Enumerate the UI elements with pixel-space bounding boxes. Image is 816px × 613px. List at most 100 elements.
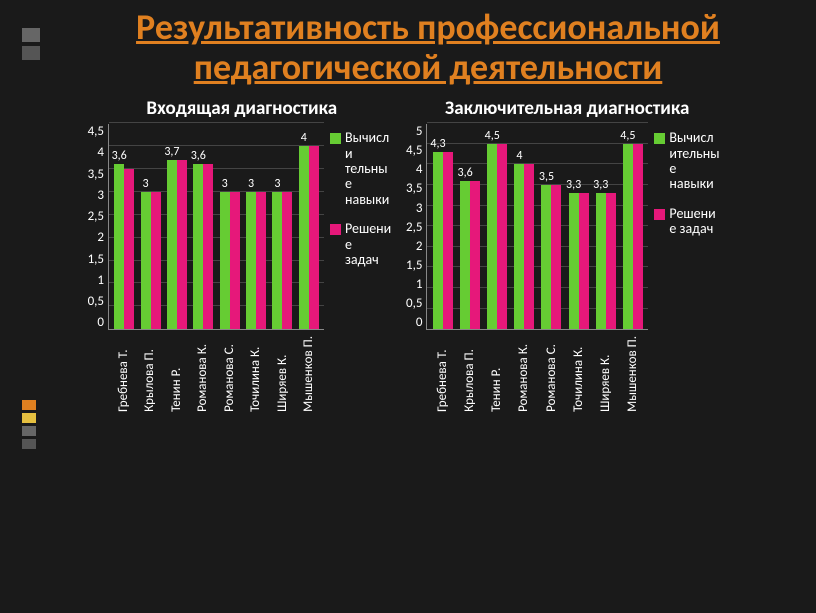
- bar-solve: [579, 193, 589, 329]
- y-tick: 2,5: [406, 220, 422, 235]
- grid-line: [427, 122, 648, 123]
- bar-group: 4,5: [487, 144, 507, 329]
- bar-value-label: 4,5: [620, 129, 635, 143]
- bars-area-left: 3,633,73,63334: [109, 124, 324, 329]
- charts-row: Входящая диагностика 4,543,532,521,510,5…: [0, 97, 816, 412]
- y-tick: 0: [416, 315, 423, 330]
- legend-swatch: [654, 133, 665, 144]
- bar-solve: [606, 193, 616, 329]
- bar-group: 3: [220, 192, 240, 329]
- x-tick: Тенин Р.: [489, 336, 504, 412]
- bar-comp: 3,6: [114, 164, 124, 329]
- bar-value-label: 3,3: [593, 178, 608, 192]
- y-tick: 5: [416, 124, 423, 139]
- y-tick: 2,5: [88, 209, 104, 224]
- y-tick: 3: [97, 188, 104, 203]
- bar-value-label: 3: [274, 177, 280, 191]
- legend-item: Вычислительныенавыки: [654, 130, 724, 192]
- chart-title-right: Заключительная диагностика: [445, 97, 689, 120]
- legend-item: Решениезадач: [330, 221, 392, 267]
- y-tick: 4: [97, 145, 104, 160]
- page-title: Результативность профессиональной педаго…: [0, 0, 816, 91]
- x-tick: Тенин Р.: [169, 336, 184, 412]
- bar-comp: 3,3: [569, 193, 579, 329]
- legend-swatch: [330, 224, 341, 235]
- bar-value-label: 4: [301, 131, 307, 145]
- bar-solve: [230, 192, 240, 329]
- bar-group: 3,7: [167, 160, 187, 329]
- legend-label: Вычислительныенавыки: [345, 130, 392, 207]
- y-tick: 3,5: [88, 167, 104, 182]
- bar-comp: 3,3: [596, 193, 606, 329]
- bar-comp: 3: [141, 192, 151, 329]
- bar-comp: 4,5: [487, 144, 497, 329]
- x-tick: Точилина К.: [571, 336, 586, 412]
- bar-group: 3: [272, 192, 292, 329]
- bar-value-label: 3: [248, 177, 254, 191]
- bar-comp: 4,5: [623, 144, 633, 329]
- y-tick: 2: [97, 230, 104, 245]
- bar-group: 3,5: [541, 185, 561, 329]
- decor-square: [22, 46, 40, 60]
- bar-value-label: 3,6: [191, 149, 206, 163]
- y-tick: 1,5: [406, 258, 422, 273]
- y-axis-right: 54,543,532,521,510,50: [406, 124, 426, 330]
- bar-solve: [443, 152, 453, 329]
- bar-solve: [497, 144, 507, 329]
- decor-square: [22, 28, 40, 42]
- bar-group: 3,6: [193, 164, 213, 329]
- legend-item: Вычислительныенавыки: [330, 130, 392, 207]
- bar-comp: 4,3: [433, 152, 443, 329]
- bar-group: 4,5: [623, 144, 643, 329]
- bar-solve: [256, 192, 266, 329]
- bar-group: 3,6: [460, 181, 480, 329]
- y-tick: 0: [97, 315, 104, 330]
- chart-right: Заключительная диагностика 54,543,532,52…: [406, 97, 728, 412]
- x-axis-left: Гребнева Т.Крылова П.Тенин Р.Романова К.…: [108, 330, 324, 412]
- bar-value-label: 4,3: [430, 137, 445, 151]
- y-tick: 4: [416, 162, 423, 177]
- bar-value-label: 3,7: [164, 145, 179, 159]
- x-tick: Романова С.: [222, 336, 237, 412]
- bar-comp: 3,6: [193, 164, 203, 329]
- bar-solve: [633, 144, 643, 329]
- y-tick: 3,5: [406, 181, 422, 196]
- legend-label: Решениезадач: [345, 221, 392, 267]
- bar-comp: 3: [272, 192, 282, 329]
- bar-group: 4,3: [433, 152, 453, 329]
- bar-group: 3: [141, 192, 161, 329]
- decor-square: [22, 426, 36, 436]
- bar-comp: 4: [299, 146, 309, 329]
- bars-area-right: 4,33,64,543,53,33,34,5: [427, 124, 648, 329]
- bar-value-label: 3,5: [539, 170, 554, 184]
- bar-value-label: 3: [143, 177, 149, 191]
- decor-side: [22, 400, 36, 449]
- bar-comp: 3: [246, 192, 256, 329]
- chart-right-body: 54,543,532,521,510,504,33,64,543,53,33,3…: [406, 124, 728, 412]
- decor-top: [22, 28, 40, 60]
- bar-comp: 3: [220, 192, 230, 329]
- legend-label: Вычислительныенавыки: [669, 130, 719, 192]
- bar-group: 4: [299, 146, 319, 329]
- bar-solve: [282, 192, 292, 329]
- legend-swatch: [654, 209, 665, 220]
- bar-value-label: 4,5: [485, 129, 500, 143]
- x-tick: Гребнева Т.: [435, 336, 450, 412]
- decor-square: [22, 400, 36, 410]
- y-tick: 1: [416, 277, 423, 292]
- x-tick: Романова С.: [544, 336, 559, 412]
- y-axis-left: 4,543,532,521,510,50: [88, 124, 108, 330]
- bar-solve: [203, 164, 213, 329]
- y-tick: 0,5: [88, 294, 104, 309]
- y-tick: 4,5: [406, 143, 422, 158]
- chart-left-body: 4,543,532,521,510,503,633,73,63334Гребне…: [88, 124, 396, 412]
- x-tick: Мышенков П.: [301, 336, 316, 412]
- plot-left: 3,633,73,63334: [108, 124, 324, 330]
- y-tick: 1,5: [88, 252, 104, 267]
- decor-square: [22, 413, 36, 423]
- plot-right: 4,33,64,543,53,33,34,5: [426, 124, 648, 330]
- bar-group: 3,3: [569, 193, 589, 329]
- chart-left: Входящая диагностика 4,543,532,521,510,5…: [88, 97, 396, 412]
- y-tick: 2: [416, 239, 423, 254]
- bar-group: 4: [514, 164, 534, 329]
